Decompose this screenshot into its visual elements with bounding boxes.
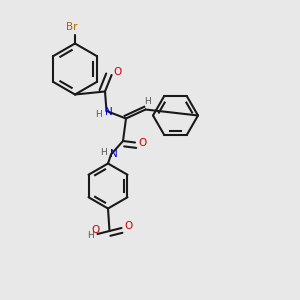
Text: Br: Br — [66, 22, 78, 32]
Text: O: O — [138, 138, 147, 148]
Text: N: N — [110, 149, 117, 160]
Text: H: H — [100, 148, 107, 158]
Text: H: H — [95, 110, 101, 119]
Text: O: O — [113, 67, 122, 77]
Text: O: O — [124, 221, 132, 232]
Text: O: O — [92, 225, 100, 236]
Text: H: H — [87, 231, 93, 240]
Text: H: H — [145, 98, 151, 106]
Text: N: N — [105, 107, 113, 118]
